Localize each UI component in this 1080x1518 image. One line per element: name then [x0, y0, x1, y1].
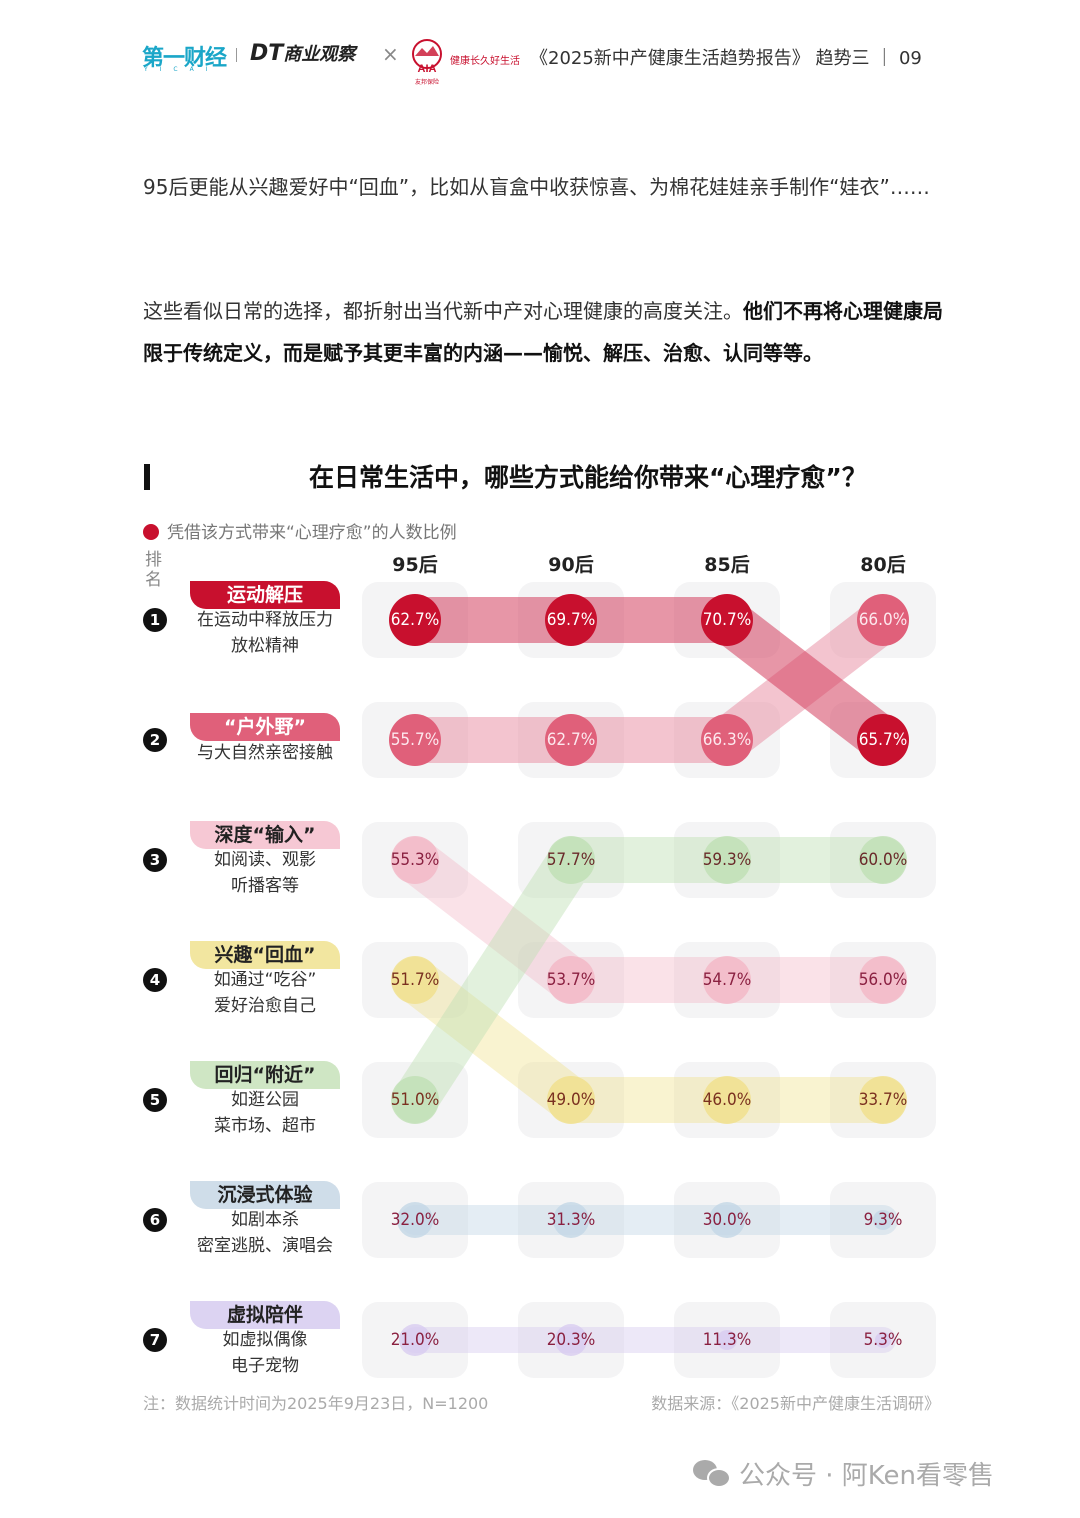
value-cell: 70.7%: [702, 610, 752, 630]
column-header-85: 85后: [704, 554, 750, 576]
rank-badge-5: 5: [143, 1088, 167, 1112]
value-cell: 66.0%: [858, 610, 908, 630]
category-desc: 如剧本杀: [231, 1210, 299, 1230]
column-header-80: 80后: [860, 554, 906, 576]
rank-badge-2: 2: [143, 728, 167, 752]
category-desc: 听播客等: [231, 876, 299, 896]
path-hobby: [392, 957, 906, 1123]
report-title: 《2025新中产健康生活趋势报告》 趋势三 ｜ 09: [530, 48, 922, 69]
value-cell: 55.3%: [390, 850, 440, 870]
value-cell: 62.7%: [390, 610, 440, 630]
value-cell: 69.7%: [546, 610, 596, 630]
watermark-text: 公众号 · 阿Ken看零售: [739, 1461, 995, 1491]
paragraph-2: 这些看似日常的选择，都折射出当代新中产对心理健康的高度关注。他们不再将心理健康局…: [143, 290, 943, 374]
value-cell: 33.7%: [858, 1090, 908, 1110]
value-cell: 49.0%: [546, 1090, 596, 1110]
paragraph-2-normal: 这些看似日常的选择，都折射出当代新中产对心理健康的高度关注。: [143, 299, 743, 323]
rank-badge-1: 1: [143, 608, 167, 632]
watermark: 公众号 · 阿Ken看零售: [693, 1455, 994, 1492]
category-desc: 菜市场、超市: [214, 1116, 316, 1136]
value-cell: 46.0%: [702, 1090, 752, 1110]
value-cell: 59.3%: [702, 850, 752, 870]
category-desc: 如逛公园: [231, 1090, 299, 1110]
path-sport: [392, 597, 906, 763]
chart-legend: 凭借该方式带来“心理疗愈”的人数比例: [143, 518, 457, 543]
column-header-90: 90后: [548, 554, 594, 576]
value-cell: 66.3%: [702, 730, 752, 750]
category-desc: 在运动中释放压力: [197, 610, 333, 630]
value-cell: 20.3%: [546, 1330, 596, 1350]
value-cell: 55.7%: [390, 730, 440, 750]
value-cell: 53.7%: [546, 970, 596, 990]
value-cell: 9.3%: [863, 1210, 903, 1230]
rank-badge-4: 4: [143, 968, 167, 992]
data-source: 数据来源：《2025新中产健康生活调研》: [651, 1394, 940, 1413]
category-tag-hobby: 兴趣“回血”: [190, 941, 340, 969]
category-desc: 如通过“吃谷”: [213, 970, 317, 990]
value-cell: 57.7%: [546, 850, 596, 870]
value-cell: 62.7%: [546, 730, 596, 750]
legend-label: 凭借该方式带来“心理疗愈”的人数比例: [167, 523, 457, 543]
category-desc: 如虚拟偶像: [222, 1330, 308, 1350]
value-cell: 31.3%: [546, 1210, 596, 1230]
aia-logo-icon: AIA 友邦保险: [412, 39, 442, 86]
value-cell: 30.0%: [702, 1210, 752, 1230]
category-desc: 与大自然亲密接触: [197, 743, 333, 763]
report-header: 第一财经 YICAI DT商业观察 × AIA 友邦保险 健康长久好生活 《20…: [140, 38, 950, 90]
paragraph-2-bold: 他们不再将心理健康局限于传统定义，而是赋予其更丰富的内涵——愉悦、解压、治愈、认…: [143, 299, 943, 365]
column-header-95: 95后: [392, 554, 438, 576]
category-tag-virtual: 虚拟陪伴: [190, 1301, 340, 1329]
data-note: 注：数据统计时间为2025年9月23日，N=1200: [143, 1394, 489, 1413]
category-desc: 如阅读、观影: [214, 850, 316, 870]
path-nearby: [392, 837, 906, 1123]
category-desc: 爱好治愈自己: [214, 996, 316, 1016]
rank-badge-3: 3: [143, 848, 167, 872]
chart-title-text: 在日常生活中，哪些方式能给你带来“心理疗愈”？: [309, 463, 867, 492]
yicai-logo: 第一财经: [142, 46, 227, 71]
dt-logo-mark: DT: [250, 41, 284, 66]
aia-tagline: 健康长久好生活: [450, 56, 520, 67]
category-tag-immersive: 沉浸式体验: [190, 1181, 340, 1209]
svg-text:友邦保险: 友邦保险: [415, 78, 439, 86]
path-input: [392, 837, 906, 1003]
yicai-logo-sub: YICAI: [144, 66, 220, 73]
title-accent-bar: [144, 464, 150, 490]
value-cell: 56.0%: [858, 970, 908, 990]
value-cell: 65.7%: [858, 730, 908, 750]
logo-divider: [236, 48, 237, 62]
value-cell: 5.3%: [863, 1330, 903, 1350]
wechat-icon: [693, 1458, 733, 1488]
category-tag-outdoor: “户外野”: [190, 713, 340, 741]
value-cell: 32.0%: [390, 1210, 440, 1230]
category-tag-input: 深度“输入”: [190, 821, 340, 849]
rank-axis-label: 排名: [145, 550, 162, 590]
dt-logo: DT商业观察: [250, 40, 355, 66]
rank-badge-6: 6: [143, 1208, 167, 1232]
category-desc: 放松精神: [231, 636, 299, 656]
path-outdoor: [392, 597, 906, 763]
category-desc: 密室逃脱、演唱会: [197, 1236, 333, 1256]
svg-text:AIA: AIA: [418, 63, 437, 75]
value-cell: 11.3%: [702, 1330, 752, 1350]
category-desc: 电子宠物: [231, 1356, 299, 1376]
collab-x-icon: ×: [382, 42, 399, 66]
value-cell: 51.7%: [390, 970, 440, 990]
value-cell: 60.0%: [858, 850, 908, 870]
category-tag-nearby: 回归“附近”: [190, 1061, 340, 1089]
legend-dot-icon: [143, 524, 159, 540]
category-tag-sport: 运动解压: [190, 581, 340, 609]
dt-logo-text: 商业观察: [283, 44, 356, 65]
value-cell: 54.7%: [702, 970, 752, 990]
paragraph-1: 95后更能从兴趣爱好中“回血”，比如从盲盒中收获惊喜、为棉花娃娃亲手制作“娃衣”…: [143, 175, 930, 199]
rank-badge-7: 7: [143, 1328, 167, 1352]
value-cell: 51.0%: [390, 1090, 440, 1110]
value-cell: 21.0%: [390, 1330, 440, 1350]
